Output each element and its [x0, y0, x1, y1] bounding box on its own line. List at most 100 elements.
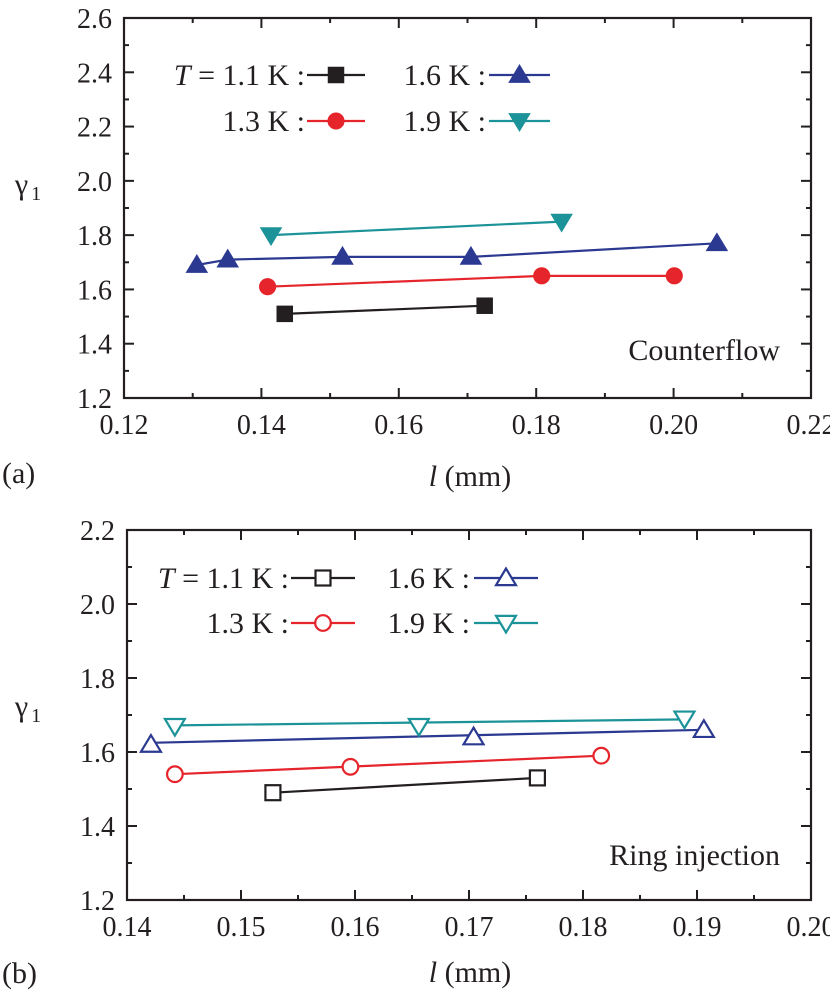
- data-point: [461, 725, 486, 746]
- y-tick-label: 2.4: [77, 58, 112, 89]
- legend-label: T = 1.1 K :: [158, 562, 289, 595]
- x-tick-label: 0.15: [217, 912, 266, 943]
- chart-panel-b: 0.14 0.15 0.16 0.17 0.18 0.19 0.20 1.2 1.4 1.6 1.8…: [2, 516, 830, 990]
- data-point: [672, 710, 697, 731]
- annotation-text: Ring injection: [609, 839, 780, 872]
- x-tick-label: 0.20: [787, 912, 830, 943]
- x-tick-label: 0.20: [649, 410, 698, 441]
- data-point: [259, 278, 277, 296]
- chart-panel-a: 0.12 0.14 0.16 0.18 0.20 0.22 1.2 1.4 1.6 1.8 2.0 2…: [2, 4, 830, 493]
- annotation-text: Counterflow: [628, 334, 780, 367]
- data-point: [691, 718, 716, 739]
- series-line-1: [174, 754, 602, 776]
- y-tick-label: 2.2: [80, 516, 115, 547]
- y-axis-label-subscript: 1: [31, 183, 41, 205]
- legend-marker: [508, 64, 531, 83]
- series-line-2: [196, 242, 717, 267]
- legend-marker: [494, 566, 518, 587]
- legend-label: 1.3 K :: [207, 607, 290, 640]
- x-tick-label: 0.18: [559, 912, 608, 943]
- legend-label: T = 1.1 K :: [174, 59, 305, 92]
- x-axis-label-variable: l: [429, 956, 437, 989]
- data-point: [264, 784, 282, 802]
- legend-label: 1.6 K :: [404, 59, 487, 92]
- legend-prefix-variable: T: [174, 59, 193, 92]
- data-point: [406, 717, 431, 738]
- y-tick-label: 1.4: [80, 812, 115, 843]
- x-tick-label: 0.18: [512, 410, 561, 441]
- legend-label: 1.6 K :: [388, 562, 471, 595]
- y-axis-label-symbol: γ: [14, 168, 28, 201]
- y-tick-label: 1.2: [80, 886, 115, 917]
- data-point: [665, 267, 683, 285]
- x-tick-label: 0.14: [103, 912, 152, 943]
- data-point: [259, 227, 283, 247]
- legend-label: 1.3 K :: [223, 105, 306, 138]
- legend-series-name: 1.3 K :: [207, 607, 290, 640]
- legend-marker: [327, 66, 345, 84]
- x-tick-label: 0.19: [673, 912, 722, 943]
- y-tick-label: 1.8: [77, 221, 112, 252]
- data-point: [705, 232, 729, 252]
- y-tick-label: 2.2: [77, 113, 112, 144]
- series-line-0: [284, 304, 485, 315]
- y-tick-label: 2.6: [77, 4, 112, 35]
- data-point: [162, 717, 187, 738]
- series-line-0: [272, 776, 538, 794]
- y-tick-label: 1.6: [80, 738, 115, 769]
- x-tick-label: 0.22: [787, 410, 830, 441]
- data-point: [459, 245, 483, 265]
- legend-prefix-variable: T: [158, 562, 177, 595]
- data-point: [185, 254, 209, 273]
- x-axis-label: l (mm): [429, 956, 512, 989]
- y-tick-label: 2.0: [80, 590, 115, 621]
- legend-series-name: 1.1 K :: [207, 562, 290, 595]
- legend-series-name: 1.6 K :: [388, 562, 471, 595]
- legend-series-name: 1.1 K :: [223, 59, 306, 92]
- legend-marker: [314, 569, 332, 587]
- x-tick-label: 0.16: [374, 410, 423, 441]
- data-point: [533, 267, 551, 285]
- data-point: [550, 213, 573, 233]
- y-tick-label: 1.2: [77, 384, 112, 415]
- x-axis-label-variable: l: [429, 460, 437, 493]
- legend-series-name: 1.9 K :: [404, 105, 487, 138]
- data-point: [165, 765, 184, 784]
- legend-label: 1.9 K :: [388, 607, 471, 640]
- legend-series-name: 1.3 K :: [223, 105, 306, 138]
- y-tick-label: 1.6: [77, 275, 112, 306]
- data-point: [341, 757, 360, 776]
- data-point: [592, 746, 611, 765]
- panel-label: (a): [2, 457, 35, 490]
- data-point: [331, 245, 354, 265]
- x-axis-label-unit: (mm): [437, 956, 511, 989]
- legend-marker: [508, 113, 531, 132]
- series-line-3: [174, 718, 685, 727]
- x-tick-label: 0.12: [100, 410, 149, 441]
- data-point: [476, 297, 493, 314]
- y-tick-label: 1.4: [77, 330, 112, 361]
- data-point: [528, 769, 547, 787]
- panel-label: (b): [2, 957, 37, 990]
- y-axis-label-subscript: 1: [31, 705, 41, 727]
- x-axis-label-unit: (mm): [437, 460, 511, 493]
- x-axis-label: l (mm): [429, 460, 512, 493]
- legend-series-name: 1.9 K :: [388, 607, 471, 640]
- legend-series-name: 1.6 K :: [404, 59, 487, 92]
- data-point: [216, 248, 240, 268]
- legend-marker: [314, 614, 332, 632]
- y-tick-label: 2.0: [77, 167, 112, 198]
- legend-prefix-eq: =: [175, 562, 207, 595]
- legend-label: 1.9 K :: [404, 105, 487, 138]
- x-tick-label: 0.17: [445, 912, 494, 943]
- legend-marker: [494, 614, 518, 635]
- series-line-1: [267, 274, 675, 288]
- data-point: [139, 732, 163, 753]
- y-tick-label: 1.8: [80, 664, 115, 695]
- data-point: [276, 305, 294, 323]
- y-axis-label-symbol: γ: [14, 690, 28, 723]
- series-line-3: [270, 220, 562, 237]
